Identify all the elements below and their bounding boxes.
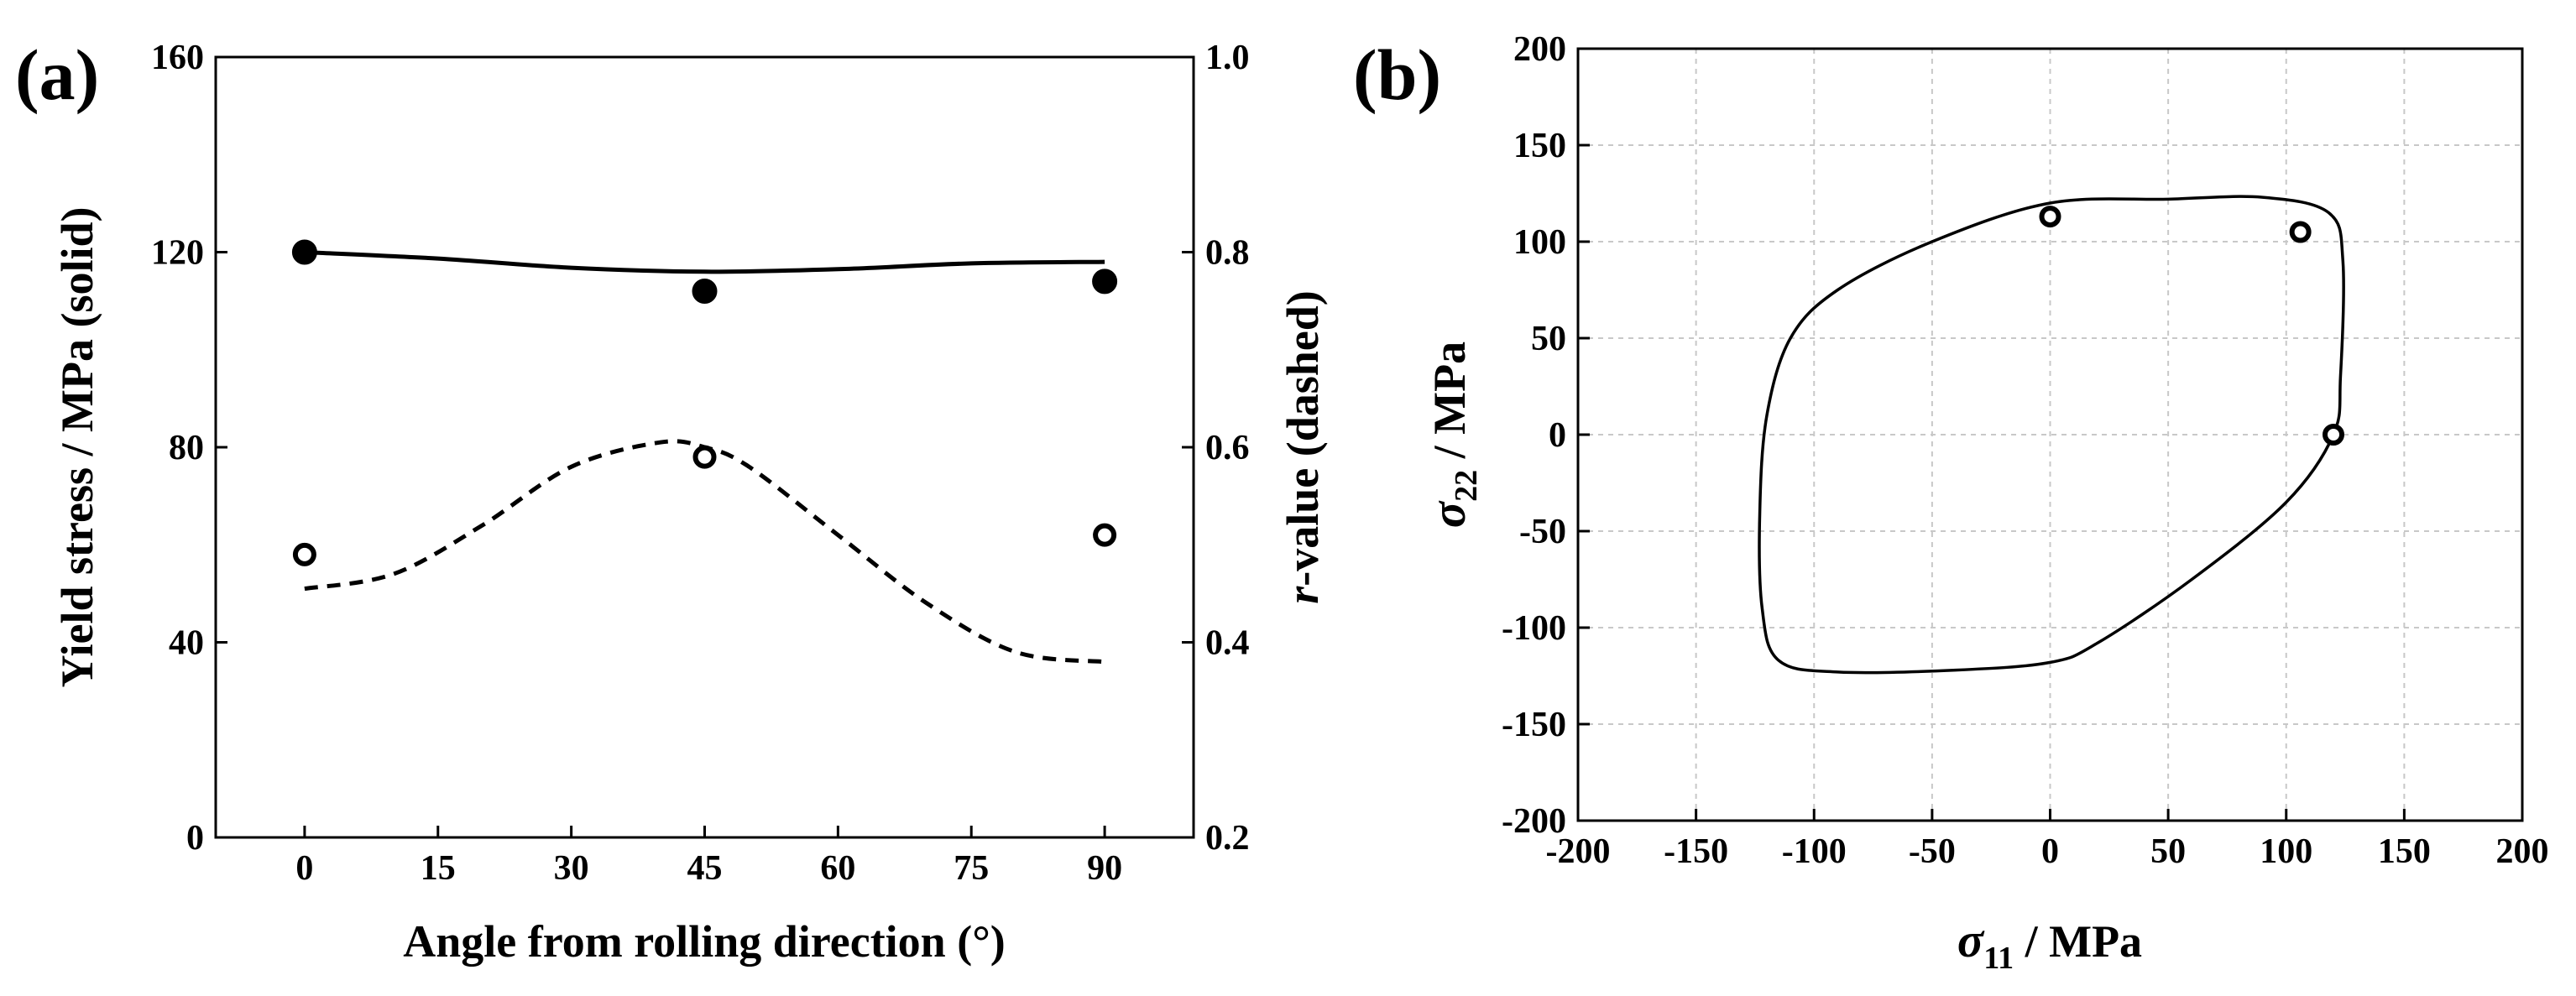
yield-locus-curve: [1758, 195, 2345, 675]
panel-a-frame: [214, 55, 1195, 839]
r-value-point: [1093, 523, 1117, 547]
panel-b-x-axis-label-rest: / MPa: [2014, 916, 2142, 967]
panel-a-left-y-tick-label: 0: [186, 819, 204, 858]
panel-b-x-tick-label: -200: [1546, 832, 1611, 871]
panel-a-x-tick-label: 15: [421, 849, 456, 888]
panel-a-x-tick-label: 60: [820, 849, 855, 888]
panel-b-x-tick-label: -150: [1664, 832, 1728, 871]
panel-b-y-axis-label-symbol: σ: [1421, 500, 1476, 528]
panel-a-right-y-tick-label: 0.2: [1205, 819, 1250, 858]
panel-a-left-y-tick-label: 40: [169, 624, 204, 663]
panel-a-left-y-tick-label: 120: [151, 234, 204, 273]
panel-b-y-axis-label-rest: / MPa: [1424, 342, 1475, 470]
panel-b-x-axis-label: σ11 / MPa: [1957, 913, 2142, 976]
panel-a-right-y-axis-label-italic: r: [1278, 586, 1328, 604]
panel-a-left-y-tick-label: 80: [169, 429, 204, 467]
panel-a-right-y-axis-label-rest: -value (dashed): [1278, 290, 1328, 587]
panel-b-label: (b): [1353, 34, 1441, 115]
panel-b-y-axis-label: σ22 / MPa: [1421, 342, 1484, 528]
panel-a-right-y-tick-label: 0.4: [1205, 624, 1250, 663]
panel-b-y-tick-label: -150: [1502, 706, 1566, 744]
panel-b-ticks: -200 -150 -100 -50 0 50 100 150 200 -200 -150 -100 -…: [1502, 30, 2549, 871]
panel-b-x-tick-label: 0: [2041, 832, 2059, 871]
panel-b-plot-area: [1758, 195, 2345, 675]
panel-b-x-axis-label-symbol: σ: [1957, 913, 1985, 967]
panel-b-x-tick-label: 200: [2496, 832, 2549, 871]
yield-locus-point: [2323, 424, 2344, 446]
panel-a-x-tick-label: 0: [295, 849, 313, 888]
panel-b-y-tick-label: -200: [1502, 802, 1566, 841]
panel-b-grid: [1578, 49, 2522, 821]
panel-a-right-y-tick-label: 1.0: [1205, 39, 1250, 77]
panel-a-left-y-tick-label: 160: [151, 39, 204, 77]
panel-b-x-tick-label: 100: [2260, 832, 2312, 871]
panel-b-y-tick-label: 150: [1513, 127, 1566, 165]
panel-a-plot-area: [291, 239, 1118, 665]
yield-stress-fit-line: [304, 250, 1105, 274]
panel-a-label: (a): [15, 34, 99, 115]
panel-b-x-tick-label: -100: [1782, 832, 1847, 871]
r-value-point: [292, 542, 316, 566]
r-value-fit-line: [304, 439, 1105, 665]
panel-a-x-tick-label: 75: [954, 849, 989, 888]
yield-locus-point: [2289, 221, 2312, 243]
panel-b-x-tick-label: -50: [1909, 832, 1956, 871]
yield-stress-point: [1092, 269, 1118, 295]
panel-a-x-tick-label: 45: [687, 849, 723, 888]
panel-b-y-tick-label: -50: [1519, 513, 1566, 551]
panel-a-left-y-axis-label: Yield stress / MPa (solid): [52, 207, 102, 688]
panel-a-x-tick-label: 30: [554, 849, 589, 888]
panel-a-right-y-axis-label: r-value (dashed): [1278, 290, 1328, 604]
panel-b-x-tick-label: 50: [2150, 832, 2186, 871]
panel-b-y-axis-label-subscript: 22: [1449, 470, 1484, 502]
panel-a-right-y-tick-label: 0.8: [1205, 234, 1250, 273]
panel-a-ticks: 0 15 30 45 60 75 90 0 40 80 120 160 0.2 0.4 0.6 0.8 1.0: [151, 39, 1250, 888]
panel-b-y-tick-label: 0: [1549, 416, 1566, 455]
panel-a: (a) 0 15 30 45 60 75 90 0 40 80 120 160 0.2 0.4 0.6 0.8…: [15, 34, 1328, 967]
panel-b-y-tick-label: 200: [1513, 30, 1566, 69]
panel-a-right-y-tick-label: 0.6: [1205, 429, 1250, 467]
yield-locus-point: [2039, 206, 2061, 228]
panel-b-y-tick-label: 50: [1531, 320, 1566, 358]
panel-a-x-tick-label: 90: [1087, 849, 1122, 888]
yield-stress-point: [692, 279, 718, 304]
panel-b-x-tick-label: 150: [2378, 832, 2431, 871]
panel-b-frame: [1576, 47, 2524, 822]
panel-a-x-axis-label: Angle from rolling direction (°): [403, 916, 1006, 967]
panel-b-x-axis-label-subscript: 11: [1983, 941, 2014, 976]
panel-b-y-tick-label: -100: [1502, 609, 1566, 648]
panel-b-y-tick-label: 100: [1513, 223, 1566, 262]
panel-b: (b) -200 -150 -100 -50 0 50 100 150 200-200-150-…: [1353, 30, 2549, 976]
